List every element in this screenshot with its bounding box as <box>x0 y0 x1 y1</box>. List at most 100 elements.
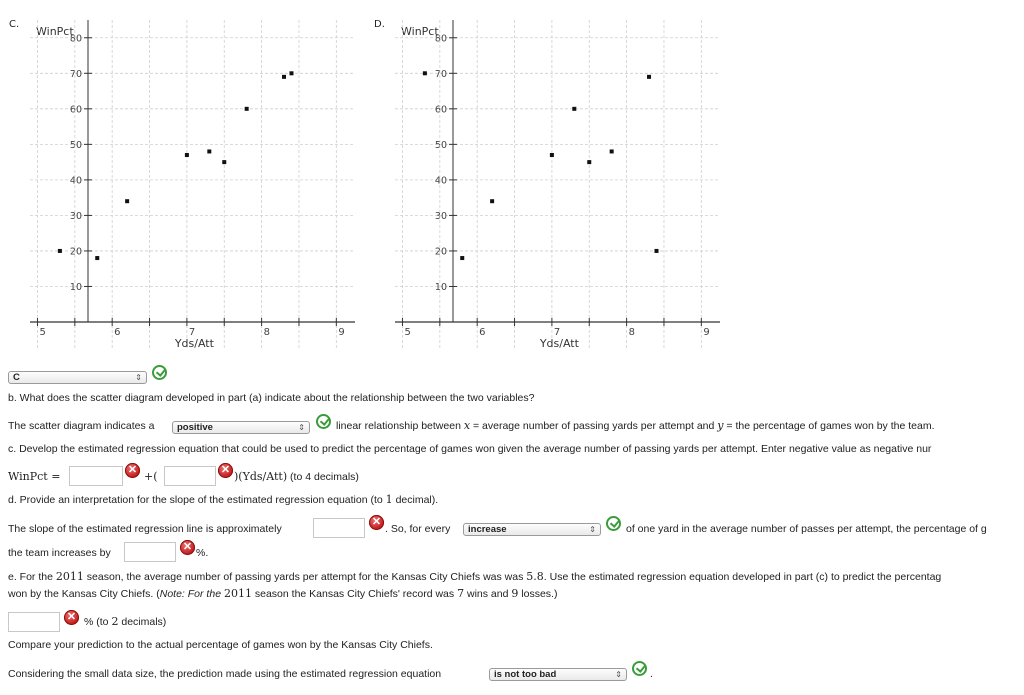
select-arrow-icon: ⇕ <box>615 670 622 679</box>
data-point <box>289 71 294 76</box>
select-arrow-icon: ⇕ <box>589 525 596 534</box>
compare-question: Compare your prediction to the actual pe… <box>8 639 433 651</box>
percent-sign: %. <box>196 547 209 559</box>
data-point <box>222 160 227 165</box>
part-d-decimal-count: 1 <box>385 493 393 506</box>
part-d-question-post: decimal). <box>395 494 439 506</box>
x-tick-label: 8 <box>264 327 270 338</box>
y-tick-label: 80 <box>435 33 447 44</box>
part-d-question-pre: d. Provide an interpretation for the slo… <box>8 494 383 506</box>
select-arrow-icon: ⇕ <box>298 423 305 432</box>
x-tick-label: 6 <box>479 327 485 338</box>
y-axis-label: WinPct <box>401 25 439 38</box>
slope-input[interactable] <box>164 466 216 486</box>
prediction-quality-select[interactable]: is not too bad ⇕ <box>489 668 627 681</box>
part-d-question: d. Provide an interpretation for the slo… <box>8 493 438 507</box>
y-tick-label: 60 <box>435 104 447 115</box>
y-tick-label: 30 <box>435 211 447 222</box>
increase-sentence: the team increases by <box>8 547 111 559</box>
wrong-x-icon: ✕ <box>125 463 140 478</box>
part-e-question-line1: e. For the 2011 season, the average numb… <box>8 570 941 584</box>
equation-lhs: WinPct = <box>8 470 61 483</box>
y-tick-label: 10 <box>435 282 447 293</box>
wrong-x-icon: ✕ <box>64 610 79 625</box>
season-year: 2011 <box>223 587 252 600</box>
equation-term: )(Yds/Att) (to 4 decimals) <box>234 470 359 484</box>
y-tick-label: 20 <box>70 246 82 257</box>
data-point <box>125 199 130 204</box>
x-tick-label: 5 <box>404 327 410 338</box>
x-tick-label: 6 <box>114 327 120 338</box>
yards-per-attempt-value: 5.8 <box>526 570 544 583</box>
correct-check-icon <box>152 365 167 380</box>
relationship-select[interactable]: positive ⇕ <box>172 421 310 434</box>
data-point <box>587 160 592 165</box>
x-tick-label: 5 <box>39 327 45 338</box>
x-tick-label: 9 <box>338 327 344 338</box>
final-sentence: Considering the small data size, the pre… <box>8 668 442 680</box>
part-e-text: . Use the estimated regression equation … <box>543 571 942 583</box>
final-period: . <box>650 668 653 680</box>
data-point <box>609 149 614 154</box>
prediction-unit: % (to 2 decimals) <box>84 615 166 629</box>
y-tick-label: 10 <box>70 282 82 293</box>
data-point <box>422 71 427 76</box>
wins-count: 7 <box>457 587 465 600</box>
relationship-value: positive <box>177 422 213 433</box>
scatter-plot-c: C. WinPct 10 20 30 40 50 60 70 80 5 6 7 8 9 Yds/Att <box>9 19 355 350</box>
graph-choice-select[interactable]: C ⇕ <box>8 371 147 384</box>
plot-letter: D. <box>374 19 385 30</box>
data-point <box>549 153 554 158</box>
part-b-question: b. What does the scatter diagram develop… <box>8 392 535 404</box>
part-e-text: losses.) <box>521 588 558 600</box>
y-axis-label: WinPct <box>36 25 74 38</box>
y-tick-label: 60 <box>70 104 82 115</box>
part-b-suffix-3: = the percentage of games won by the tea… <box>726 420 935 432</box>
y-tick-label: 50 <box>70 140 82 151</box>
change-direction-select[interactable]: increase ⇕ <box>463 523 601 536</box>
intercept-input[interactable] <box>69 466 123 486</box>
wrong-x-icon: ✕ <box>218 463 233 478</box>
part-b-suffix-1: linear relationship between <box>336 420 461 432</box>
part-b-suffix-2: = average number of passing yards per at… <box>472 420 715 432</box>
x-tick-label: 8 <box>629 327 635 338</box>
part-b-suffix: linear relationship between x = average … <box>336 419 935 433</box>
prediction-input[interactable] <box>8 612 60 632</box>
part-e-text: season, the average number of passing ya… <box>86 571 524 583</box>
slope-value-input[interactable] <box>313 518 365 538</box>
correct-check-icon <box>316 414 331 429</box>
y-variable: y <box>717 419 724 432</box>
x-tick-label: 7 <box>189 327 195 338</box>
x-variable: x <box>463 419 471 432</box>
part-e-text: e. For the <box>8 571 53 583</box>
part-e-text: wins and <box>466 588 509 600</box>
part-e-question-line2: won by the Kansas City Chiefs. (Note: Fo… <box>8 587 557 601</box>
prediction-unit-text: decimals) <box>121 616 167 628</box>
part-e-text: season the Kansas City Chiefs' record wa… <box>254 588 455 600</box>
plot-letter: C. <box>9 19 19 30</box>
graph-choice-value: C <box>13 372 20 383</box>
wrong-x-icon: ✕ <box>369 515 384 530</box>
wrong-x-icon: ✕ <box>180 540 195 555</box>
part-e-text: For the <box>187 588 222 600</box>
prediction-quality-value: is not too bad <box>494 669 557 680</box>
y-tick-label: 30 <box>70 211 82 222</box>
data-point <box>572 106 577 111</box>
data-point <box>647 74 652 79</box>
percent-increase-input[interactable] <box>124 542 176 562</box>
part-e-text: won by the Kansas City Chiefs. ( <box>8 588 160 600</box>
x-axis-label: Yds/Att <box>174 337 215 350</box>
correct-check-icon <box>606 516 621 531</box>
slope-tail: of one yard in the average number of pas… <box>626 523 987 535</box>
x-tick-label: 7 <box>554 327 560 338</box>
equation-note: (to 4 decimals) <box>290 471 359 483</box>
slope-sentence: The slope of the estimated regression li… <box>8 523 282 535</box>
data-point <box>460 256 465 261</box>
part-b-prefix: The scatter diagram indicates a <box>8 420 155 432</box>
part-c-question: c. Develop the estimated regression equa… <box>8 443 932 455</box>
y-tick-label: 50 <box>435 140 447 151</box>
correct-check-icon <box>632 661 647 676</box>
y-tick-label: 70 <box>70 69 82 80</box>
note-label: Note: <box>159 588 185 600</box>
select-arrow-icon: ⇕ <box>135 373 142 382</box>
